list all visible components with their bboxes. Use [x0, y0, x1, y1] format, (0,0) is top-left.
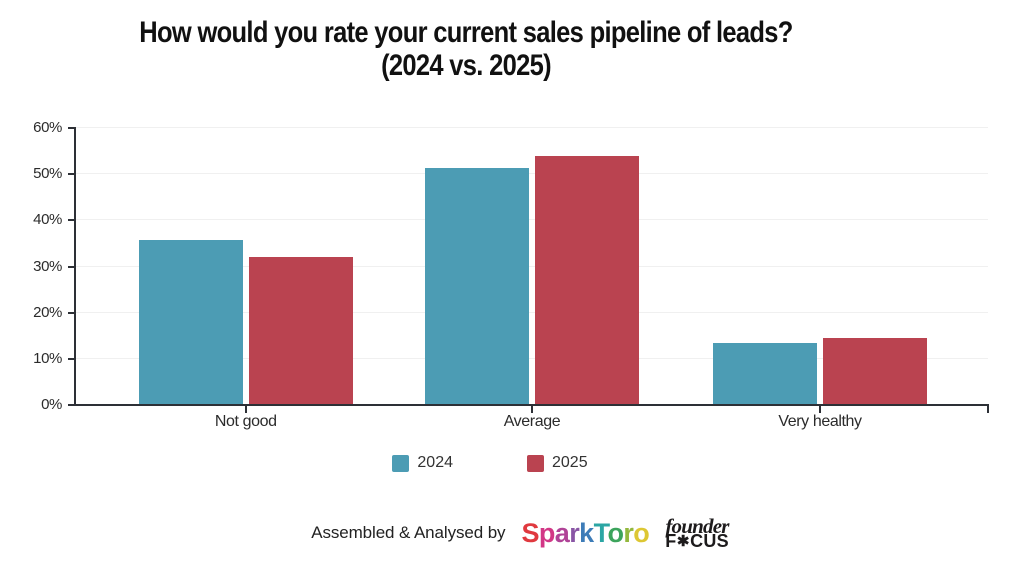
bar-2024-average — [424, 168, 529, 404]
legend-item-2025: 2025 — [527, 454, 588, 472]
x-axis-tick — [530, 406, 533, 413]
gridline — [75, 127, 988, 128]
y-axis — [74, 127, 76, 406]
gridline — [75, 219, 988, 221]
founderfocus-wordmark-f: F — [665, 531, 677, 551]
legend-item-2024: 2024 — [392, 454, 453, 472]
y-axis-tick — [68, 173, 74, 176]
founderfocus-wordmark: F ✱ CUS — [665, 532, 729, 550]
x-axis-tick — [244, 406, 247, 413]
gridline — [75, 173, 988, 175]
x-tick-label: Average — [503, 413, 561, 430]
y-axis-tick — [68, 127, 74, 129]
sparktoro-letter: k — [579, 517, 594, 548]
bar-2024-not-good — [138, 240, 243, 404]
y-axis-tick — [68, 357, 74, 360]
legend-label: 2024 — [417, 454, 453, 471]
legend-swatch-2024 — [392, 454, 410, 472]
legend-swatch-2025 — [527, 454, 544, 472]
chart-legend: 2024 2025 — [0, 454, 1002, 472]
y-axis-tick — [68, 404, 74, 406]
y-tick-label: 50% — [33, 165, 62, 183]
footer: Assembled & Analysed by SparkToro founde… — [8, 505, 1024, 561]
bar-2025-not-good — [248, 257, 353, 404]
founderfocus-script-text: founder — [665, 514, 729, 538]
y-axis-tick — [68, 311, 74, 314]
sparktoro-logo: SparkToro — [521, 518, 649, 549]
sparktoro-letter: o — [607, 517, 624, 548]
chart-title-line1: How would you rate your current sales pi… — [139, 16, 793, 49]
bar-2025-average — [534, 155, 639, 404]
gridline — [75, 265, 988, 267]
x-axis — [74, 404, 989, 406]
x-axis-tick — [819, 406, 821, 413]
x-tick-label: Not good — [214, 413, 277, 430]
y-tick-label: 20% — [33, 303, 62, 321]
bar-2025-very-healthy — [823, 337, 927, 404]
sparktoro-letter: T — [593, 517, 608, 548]
founderfocus-wordmark-cus: CUS — [690, 531, 729, 551]
y-tick-label: 0% — [41, 396, 62, 413]
sparktoro-letter: r — [569, 517, 580, 548]
gridline — [75, 311, 988, 313]
x-axis-end-tick — [987, 406, 989, 413]
y-tick-label: 10% — [33, 349, 62, 367]
chart-title: How would you rate your current sales pi… — [70, 16, 862, 82]
founderfocus-logo: founder F ✱ CUS — [665, 514, 729, 551]
legend-label: 2025 — [552, 454, 588, 471]
credit-text: Assembled & Analysed by — [311, 523, 506, 542]
sparktoro-letter: o — [633, 517, 650, 548]
y-tick-label: 30% — [33, 257, 62, 275]
gridline — [75, 357, 988, 359]
y-axis-tick — [68, 265, 74, 268]
y-tick-label: 60% — [33, 119, 62, 136]
y-tick-label: 40% — [33, 211, 62, 229]
x-tick-label: Very healthy — [778, 413, 862, 430]
sparktoro-letter: a — [554, 517, 570, 548]
gear-icon: ✱ — [676, 532, 690, 550]
sparktoro-letter: r — [623, 517, 634, 548]
y-axis-tick — [68, 219, 74, 222]
bar-2024-very-healthy — [713, 343, 817, 404]
chart-title-line2: (2024 vs. 2025) — [381, 49, 552, 82]
sparktoro-letter: S — [521, 517, 539, 548]
sparktoro-letter: p — [538, 517, 556, 548]
